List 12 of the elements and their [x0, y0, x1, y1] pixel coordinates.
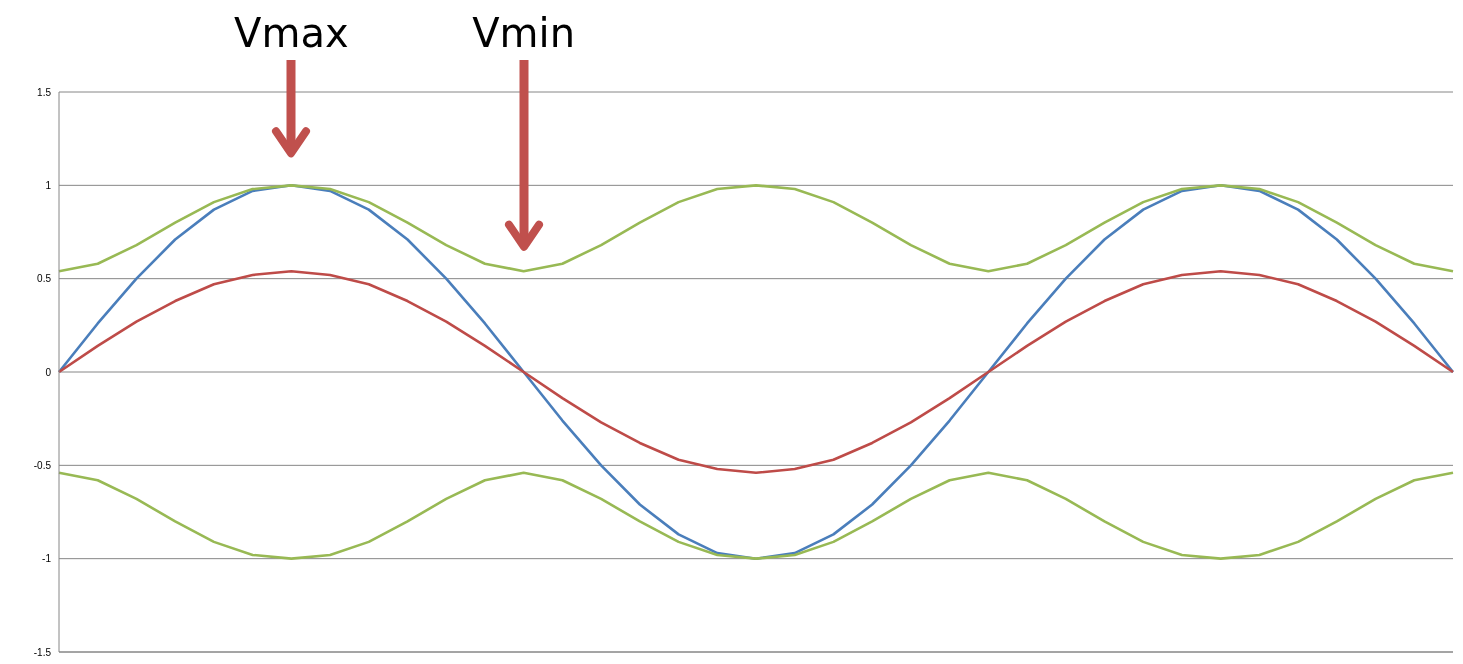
y-tick-label: 1 — [45, 179, 52, 191]
y-tick-label: 0 — [45, 366, 52, 378]
y-tick-label: 0.5 — [37, 273, 52, 285]
y-tick-label: -1.5 — [33, 646, 52, 658]
line-series — [57, 269, 1455, 475]
y-tick-label: -0.5 — [33, 459, 52, 471]
text: Vmin — [471, 10, 577, 56]
y-tick-label: 1.5 — [37, 86, 52, 98]
y-tick-label: -1 — [42, 553, 52, 565]
line-series — [57, 184, 1455, 273]
line-series — [57, 471, 1455, 560]
text: Vmax — [233, 10, 350, 56]
